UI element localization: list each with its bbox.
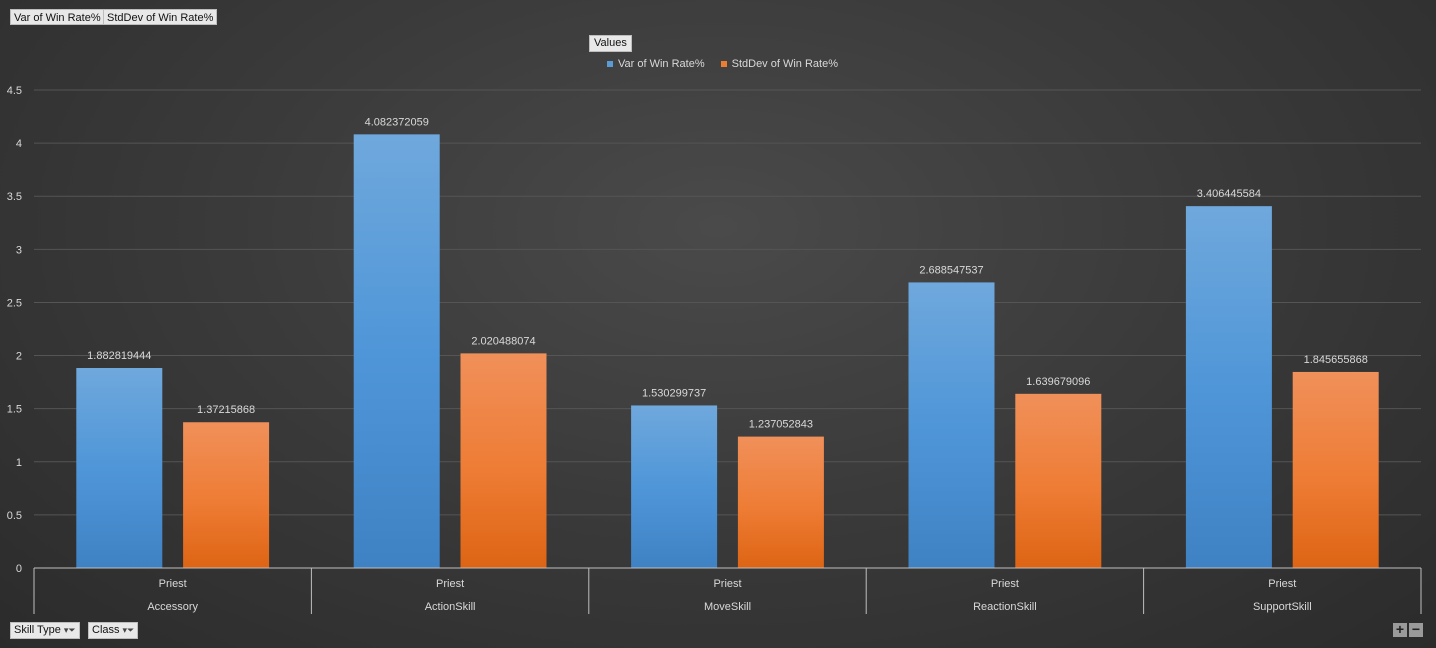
y-tick-label: 0.5 xyxy=(7,510,22,522)
y-tick-label: 2.5 xyxy=(7,297,22,309)
x-category-label: ReactionSkill xyxy=(973,601,1037,613)
y-tick-label: 4.5 xyxy=(7,85,22,97)
data-label: 1.882819444 xyxy=(87,350,151,362)
x-category-label: MoveSkill xyxy=(704,601,751,613)
legend-label-stddev: StdDev of Win Rate% xyxy=(731,58,838,70)
legend-swatch-var xyxy=(607,61,613,67)
y-tick-label: 3 xyxy=(16,244,22,256)
x-category-label: ActionSkill xyxy=(425,601,476,613)
legend-item-var: Var of Win Rate% xyxy=(607,58,705,70)
bar xyxy=(460,353,547,568)
data-label: 1.237052843 xyxy=(749,419,813,431)
bar xyxy=(1292,371,1379,568)
x-subcategory-label: Priest xyxy=(159,578,187,590)
data-label: 1.639679096 xyxy=(1026,376,1090,388)
bar xyxy=(183,422,270,568)
bar xyxy=(353,134,440,568)
x-category-label: Accessory xyxy=(147,601,198,613)
y-tick-label: 3.5 xyxy=(7,191,22,203)
skill-type-label: Skill Type xyxy=(14,624,61,636)
bar xyxy=(631,405,718,568)
data-label: 1.530299737 xyxy=(642,387,706,399)
data-label: 2.688547537 xyxy=(919,264,983,276)
legend-label-var: Var of Win Rate% xyxy=(618,58,705,70)
bar xyxy=(737,436,824,568)
y-tick-label: 2 xyxy=(16,351,22,363)
skill-type-filter-button[interactable]: Skill Type ▾⏷ xyxy=(10,622,80,639)
collapse-icon[interactable]: − xyxy=(1409,622,1423,637)
data-label: 1.37215868 xyxy=(197,404,255,416)
class-label: Class xyxy=(92,624,120,636)
legend-item-stddev: StdDev of Win Rate% xyxy=(720,58,838,70)
values-button[interactable]: Values xyxy=(589,35,632,52)
data-label: 1.845655868 xyxy=(1304,354,1368,366)
data-label: 2.020488074 xyxy=(471,335,535,347)
field-button-var[interactable]: Var of Win Rate% xyxy=(10,9,105,25)
y-tick-label: 1.5 xyxy=(7,404,22,416)
x-subcategory-label: Priest xyxy=(713,578,741,590)
data-label: 3.406445584 xyxy=(1197,188,1261,200)
expand-icon[interactable]: + xyxy=(1393,622,1407,637)
bar xyxy=(76,368,163,568)
filter-icon: ▾⏷ xyxy=(63,625,76,635)
legend-swatch-stddev xyxy=(720,61,727,67)
field-button-stddev[interactable]: StdDev of Win Rate% xyxy=(103,9,218,25)
x-subcategory-label: Priest xyxy=(1268,578,1296,590)
y-tick-label: 0 xyxy=(16,563,22,575)
legend: Var of Win Rate% StdDev of Win Rate% xyxy=(607,58,838,70)
y-tick-label: 1 xyxy=(16,457,22,469)
class-filter-button[interactable]: Class ▾⏷ xyxy=(88,622,139,639)
y-tick-label: 4 xyxy=(16,138,22,150)
x-subcategory-label: Priest xyxy=(436,578,464,590)
bar xyxy=(908,282,995,568)
data-label: 4.082372059 xyxy=(365,116,429,128)
bar xyxy=(1015,393,1102,568)
x-subcategory-label: Priest xyxy=(991,578,1019,590)
bar xyxy=(1185,206,1272,568)
x-category-label: SupportSkill xyxy=(1253,601,1312,613)
filter-icon: ▾⏷ xyxy=(122,625,135,635)
